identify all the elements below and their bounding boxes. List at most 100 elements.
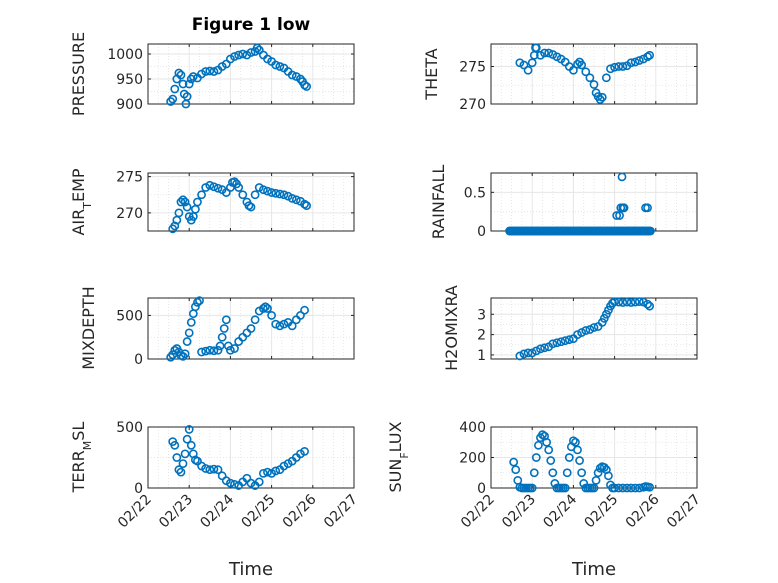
data-point — [302, 82, 312, 91]
data-point — [619, 203, 629, 213]
data-point — [577, 468, 587, 478]
y-tick-label: 900 — [116, 97, 143, 113]
subplot-mixdepth: 0 500 MIXDEPTH — [79, 286, 355, 370]
data-point — [246, 202, 256, 212]
data-point — [645, 301, 655, 311]
series-markers — [168, 177, 312, 234]
data-point — [630, 57, 640, 67]
data-point — [186, 317, 196, 327]
data-point — [296, 311, 305, 320]
series-markers — [168, 425, 309, 490]
y-tick-label: 2 — [477, 328, 486, 344]
data-point — [186, 440, 196, 450]
data-point — [573, 59, 582, 69]
data-point — [575, 456, 584, 465]
data-point — [238, 49, 248, 59]
data-point — [589, 323, 599, 332]
data-point — [182, 202, 192, 212]
data-point — [205, 66, 215, 76]
data-point — [178, 459, 188, 468]
series-markers — [509, 430, 655, 493]
x-tick-label: 02/26 — [623, 491, 663, 531]
data-point — [529, 468, 539, 478]
data-point — [560, 483, 570, 493]
data-point — [174, 68, 184, 78]
data-point — [544, 48, 554, 58]
axes-box — [147, 172, 355, 232]
y-tick-label: 1000 — [107, 47, 143, 63]
data-point — [271, 466, 281, 476]
data-point — [573, 330, 582, 339]
axes-box — [147, 43, 355, 105]
data-point — [230, 177, 239, 187]
x-tick-label: 02/25 — [582, 492, 622, 532]
data-point — [571, 437, 580, 447]
x-tick-label: 02/22 — [458, 492, 498, 532]
data-point — [630, 483, 640, 493]
data-point — [622, 483, 632, 493]
axes-box — [147, 297, 355, 360]
data-point — [234, 183, 244, 192]
data-point — [219, 324, 229, 333]
data-point — [258, 304, 268, 313]
data-point — [614, 297, 624, 307]
data-point — [536, 344, 545, 354]
data-point — [190, 302, 200, 312]
data-point — [614, 62, 624, 71]
data-point — [263, 304, 272, 313]
series-markers — [166, 43, 312, 109]
data-point — [178, 79, 188, 89]
y-axis-label: RAINFALL — [429, 165, 448, 240]
data-point — [184, 425, 194, 434]
x-axis-label-left: Time — [228, 559, 273, 580]
x-tick-label: 02/22 — [115, 492, 155, 532]
data-point — [546, 456, 556, 465]
data-point — [595, 95, 605, 104]
data-point — [258, 185, 268, 195]
data-point — [291, 195, 301, 205]
data-point — [275, 321, 285, 331]
data-point — [527, 348, 537, 358]
x-tick-label: 02/24 — [540, 491, 580, 531]
data-point — [569, 436, 578, 446]
data-point — [634, 56, 644, 65]
data-point — [254, 477, 264, 487]
data-point — [193, 297, 202, 307]
data-point — [271, 60, 281, 70]
series-markers — [515, 297, 655, 361]
data-point — [544, 445, 554, 455]
data-point — [540, 48, 549, 58]
data-point — [182, 434, 192, 444]
y-tick-label: 3 — [477, 307, 486, 323]
series-markers — [166, 296, 309, 362]
data-point — [174, 208, 184, 218]
data-point — [230, 479, 239, 489]
data-point — [258, 468, 268, 478]
x-axis-label-right: Time — [571, 559, 616, 580]
data-point — [552, 338, 562, 348]
y-axis-label: SUNFLUX — [386, 421, 411, 492]
data-point — [225, 345, 235, 355]
subplot-terr-msl: 0 500 02/22 02/23 02/24 02/25 02/26 02/27 TERRMS… — [69, 420, 361, 531]
y-tick-label: 400 — [459, 420, 486, 436]
y-axis-label: AIRTEMP — [69, 168, 94, 235]
data-point — [645, 50, 655, 60]
data-point — [176, 197, 186, 207]
data-point — [589, 483, 599, 493]
data-point — [213, 465, 223, 475]
data-point — [527, 58, 537, 68]
data-point — [538, 430, 547, 440]
data-point — [188, 72, 198, 81]
data-point — [250, 315, 260, 325]
data-point — [172, 453, 182, 462]
data-point — [182, 92, 192, 101]
data-point — [645, 482, 655, 492]
data-point — [221, 315, 231, 325]
data-point — [168, 94, 178, 104]
data-point — [267, 188, 276, 197]
data-point — [509, 457, 519, 467]
y-tick-label: 0.5 — [464, 185, 486, 201]
data-point — [542, 437, 552, 447]
data-point — [209, 67, 219, 76]
data-point — [287, 321, 297, 331]
